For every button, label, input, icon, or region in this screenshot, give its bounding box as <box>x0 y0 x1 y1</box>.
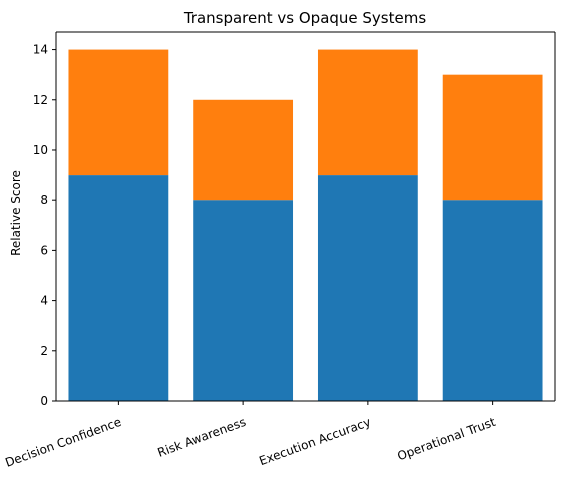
x-tick-label: Operational Trust <box>395 415 497 464</box>
y-tick-label: 14 <box>33 43 48 57</box>
bar-top-3 <box>317 49 418 176</box>
bar-bottom-4 <box>442 200 543 401</box>
bar-top-1 <box>68 49 169 176</box>
y-axis-label: Relative Score <box>9 170 23 256</box>
bar-top-2 <box>193 99 294 201</box>
x-tick-label: Execution Accuracy <box>257 415 372 468</box>
plot-area: 0 2 4 6 8 10 12 14 Decision Confidence Risk Aware… <box>3 31 556 470</box>
x-tick-label: Decision Confidence <box>3 415 123 470</box>
chart-title: Transparent vs Opaque Systems <box>183 9 427 27</box>
y-tick-label: 2 <box>40 344 48 358</box>
bar-bottom-3 <box>317 175 418 401</box>
y-tick-label: 12 <box>33 93 48 107</box>
y-tick-label: 4 <box>40 294 48 308</box>
bar-bottom-2 <box>193 200 294 401</box>
x-tick-label: Risk Awareness <box>156 415 248 460</box>
y-tick-label: 6 <box>40 243 48 257</box>
bar-top-4 <box>442 74 543 201</box>
y-tick-label: 8 <box>40 193 48 207</box>
y-tick-label: 10 <box>33 143 48 157</box>
bar-bottom-1 <box>68 175 169 401</box>
y-tick-label: 0 <box>40 394 48 408</box>
